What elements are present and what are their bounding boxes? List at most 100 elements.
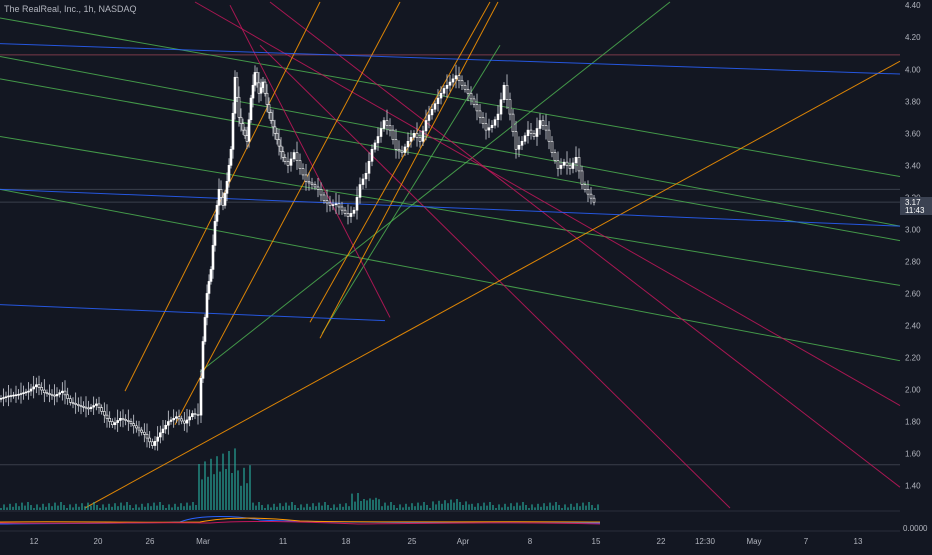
volume-bar <box>90 505 92 510</box>
trendline-orange[interactable] <box>124 1 321 392</box>
candle <box>205 293 209 318</box>
last-price-value: 3.17 <box>905 198 921 207</box>
candle <box>331 204 335 206</box>
trendline-green[interactable] <box>0 136 901 286</box>
trendline-green[interactable] <box>0 78 901 242</box>
candle <box>221 197 225 206</box>
trendline-blue[interactable] <box>0 188 901 227</box>
trendline-green[interactable] <box>0 17 901 178</box>
candle <box>199 377 203 416</box>
candle <box>87 407 90 410</box>
time-tick-label: 12 <box>30 537 39 546</box>
price-tick-label: 2.20 <box>905 353 921 362</box>
candle <box>247 119 251 142</box>
candle <box>213 221 217 246</box>
candle <box>397 149 401 152</box>
volume-bar <box>324 502 326 510</box>
candle <box>484 123 488 131</box>
volume-bar <box>72 507 74 510</box>
volume-bar <box>351 493 353 510</box>
candle <box>325 200 329 204</box>
candle <box>394 139 398 150</box>
candle <box>12 394 15 397</box>
trendline-orange[interactable] <box>174 1 401 425</box>
trendline-green[interactable] <box>0 55 901 227</box>
price-tick-label: 3.00 <box>905 225 921 234</box>
volume-bar <box>225 469 227 510</box>
volume-bar <box>87 502 89 510</box>
price-tick-label: 1.60 <box>905 450 921 459</box>
volume-bar <box>360 501 362 510</box>
price-scale[interactable]: 4.404.204.003.803.603.403.203.002.802.60… <box>905 1 921 490</box>
volume-bar <box>384 502 386 510</box>
candle <box>565 161 569 166</box>
candle <box>544 124 548 131</box>
volume-bar <box>180 503 182 510</box>
time-tick-label: 20 <box>94 537 103 546</box>
candle <box>164 424 167 430</box>
price-tick-label: 3.40 <box>905 161 921 170</box>
volume-bar <box>579 506 581 510</box>
trendline-red[interactable] <box>259 44 731 509</box>
volume-bar <box>513 506 515 510</box>
candle <box>505 84 509 100</box>
trendline-red[interactable] <box>229 4 391 318</box>
candle <box>58 392 61 395</box>
candle <box>17 394 20 396</box>
volume-bar <box>525 505 527 510</box>
candle <box>574 157 578 164</box>
candle <box>538 120 542 129</box>
volume-bar <box>312 503 314 510</box>
indicator-zero-label: 0.0000 <box>903 524 928 533</box>
volume-bar <box>309 506 311 510</box>
trendline-orange[interactable] <box>319 1 499 339</box>
volume-bar <box>414 506 416 510</box>
candle <box>532 133 536 137</box>
candle <box>553 152 557 161</box>
candle <box>105 414 109 419</box>
volume-bar <box>54 502 56 510</box>
indicator-pane[interactable] <box>0 516 601 525</box>
candles-layer[interactable] <box>0 64 596 451</box>
volume-bar <box>417 502 419 510</box>
volume-bar <box>510 503 512 510</box>
volume-bar <box>330 508 332 510</box>
candle <box>253 72 257 86</box>
volume-bar <box>597 504 599 510</box>
volume-bar <box>405 503 407 510</box>
volume-bar <box>465 501 467 510</box>
candle <box>66 394 69 399</box>
candle <box>472 98 476 105</box>
candle <box>269 112 273 121</box>
candle <box>412 133 416 138</box>
volume-bar <box>297 508 299 510</box>
volume-bar <box>540 506 542 510</box>
candle <box>45 392 49 395</box>
trendline-red[interactable] <box>269 1 901 488</box>
volume-bar <box>216 456 218 510</box>
volume-bar <box>393 505 395 510</box>
volume-bar <box>327 505 329 510</box>
volume-bar <box>468 504 470 510</box>
trendline-green[interactable] <box>0 188 901 362</box>
volume-bar <box>9 503 11 510</box>
trendline-red[interactable] <box>194 1 901 406</box>
volume-bar <box>210 458 212 510</box>
volume-bar <box>126 502 128 510</box>
trendline-orange[interactable] <box>84 60 901 509</box>
trendline-blue[interactable] <box>0 43 901 75</box>
candle <box>493 119 497 126</box>
trendline-orange[interactable] <box>309 1 491 323</box>
candle <box>583 184 587 190</box>
time-tick-label: 22 <box>657 537 666 546</box>
trendline-blue[interactable] <box>0 304 386 322</box>
time-scale[interactable]: 12 20 26 Mar 11 18 25 Apr 8 15 22 12:30 May 7 13 <box>30 537 863 546</box>
volume-bar <box>15 503 17 510</box>
time-tick-label: 13 <box>854 537 863 546</box>
volume-bar <box>153 502 155 510</box>
candle <box>550 141 554 153</box>
candle <box>74 403 77 405</box>
volume-bar <box>495 508 497 510</box>
